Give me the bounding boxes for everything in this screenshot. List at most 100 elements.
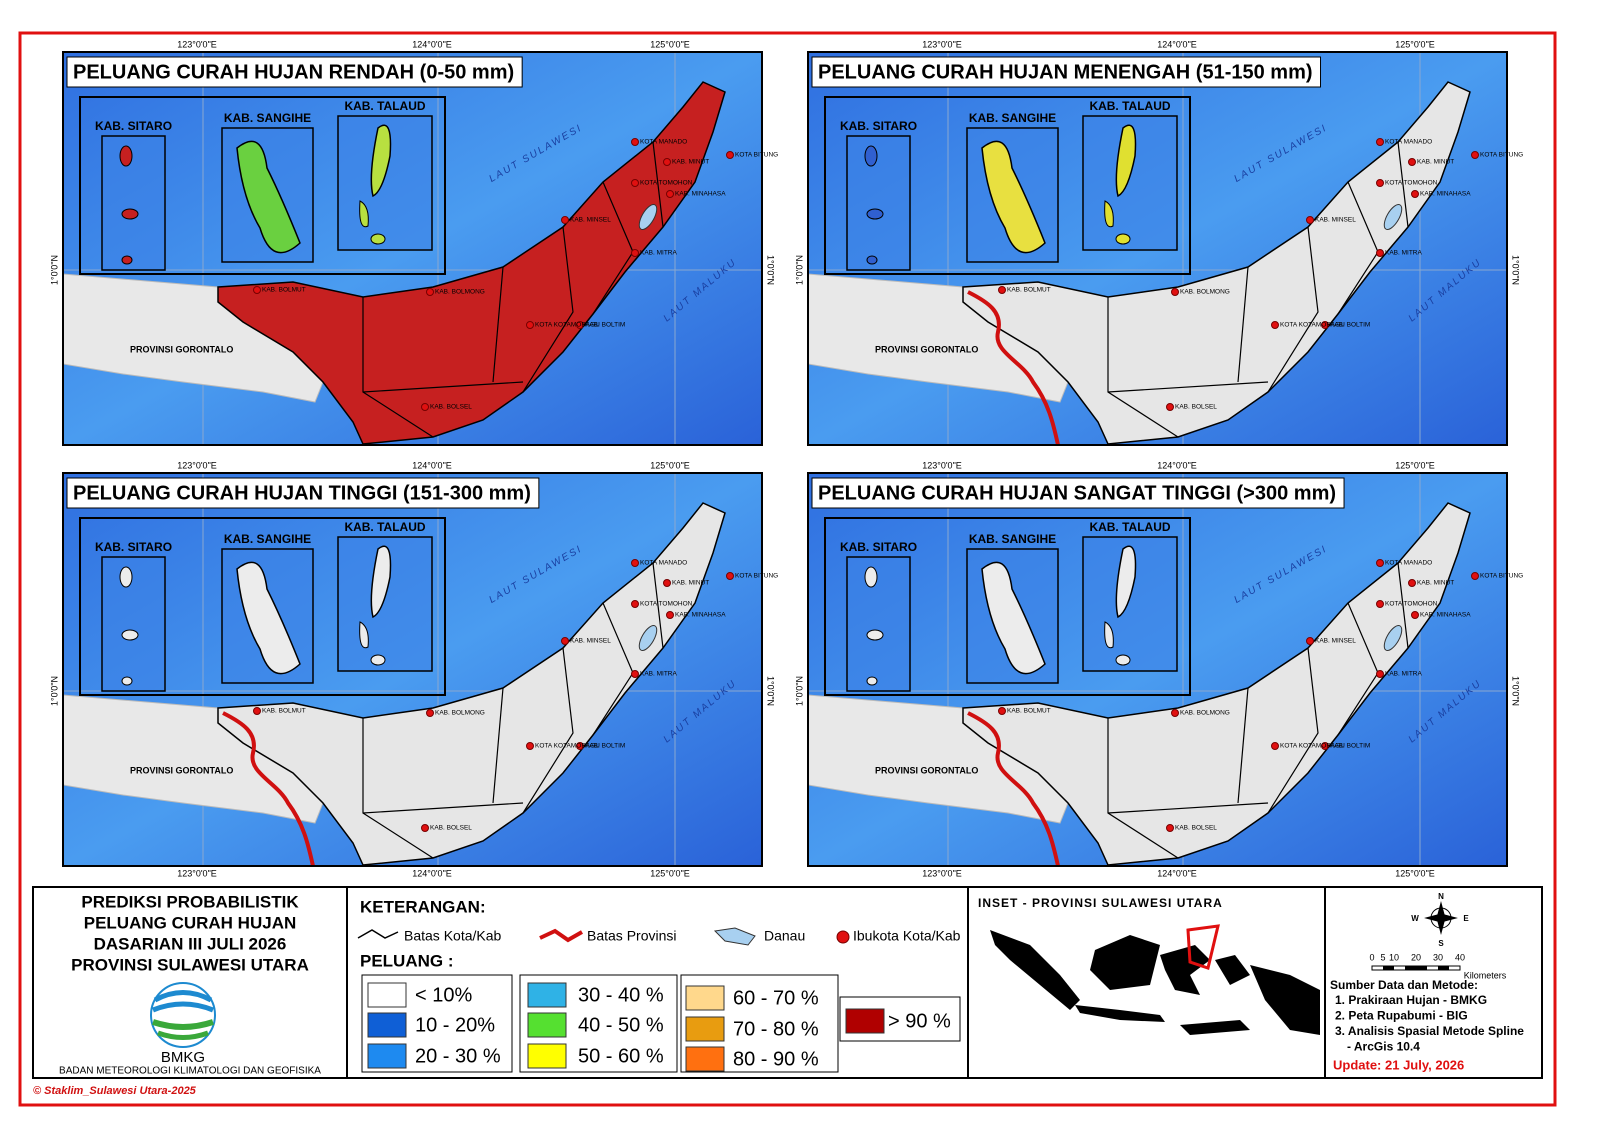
legend-swatch — [685, 1016, 725, 1042]
place-label: KAB. MINAHASA — [675, 612, 726, 619]
scale-bar — [1371, 965, 1461, 971]
district-border — [652, 141, 664, 228]
place-label: KAB. MINAHASA — [1420, 191, 1471, 198]
legend-label: > 90 % — [888, 1010, 951, 1032]
longitude-label: 125°0'0"E — [650, 868, 690, 878]
longitude-label: 124°0'0"E — [412, 39, 452, 49]
capital — [1271, 321, 1279, 329]
panel-frame — [62, 472, 763, 867]
map-panel: KOTA MANADO KAB. MINUT KOTA BITUNG KOTA TOM… — [62, 51, 778, 446]
island — [1115, 124, 1137, 198]
island — [864, 566, 878, 588]
footer-title: PELUANG CURAH HUJAN — [84, 913, 297, 932]
longitude-label: 123°0'0"E — [177, 868, 217, 878]
scale-label: Kilometers — [1464, 970, 1507, 980]
symbol-lake — [713, 927, 756, 946]
island — [119, 566, 133, 588]
island — [236, 140, 301, 254]
capital — [726, 572, 734, 580]
place-label: KAB. MINUT — [672, 159, 709, 166]
capital — [1376, 179, 1384, 187]
lake — [638, 204, 658, 230]
place-label: KOTA BITUNG — [1480, 573, 1523, 580]
capital — [631, 179, 639, 187]
longitude-label: 125°0'0"E — [650, 39, 690, 49]
legend-label: < 10% — [415, 984, 472, 1006]
place-label: KAB. BOLMUT — [1007, 287, 1051, 294]
capital — [631, 249, 639, 257]
place-label: KAB. MITRA — [640, 671, 678, 678]
district-border — [1107, 381, 1269, 393]
capital — [663, 579, 671, 587]
district-border — [522, 226, 574, 393]
capital — [1321, 321, 1329, 329]
legend-swatch — [367, 982, 407, 1008]
place-label: KAB. BOLTIM — [585, 743, 625, 750]
source-line: 1. Prakiraan Hujan - BMKG — [1335, 993, 1487, 1007]
capital — [561, 216, 569, 224]
legend-label: 10 - 20% — [415, 1014, 495, 1036]
symbol-line — [357, 929, 399, 939]
lake — [638, 625, 658, 651]
inset-box — [824, 96, 1191, 275]
place-label: KAB. MINSEL — [570, 638, 611, 645]
island — [370, 124, 392, 198]
place-label: KOTA KOTAMOBAGU — [535, 743, 600, 750]
district-border — [492, 687, 504, 804]
place-label: KAB. MINUT — [1417, 159, 1454, 166]
capital — [631, 138, 639, 146]
place-label: KAB. BOLMUT — [262, 708, 306, 715]
symbol-capital — [836, 930, 850, 944]
longitude-label: 123°0'0"E — [177, 39, 217, 49]
place-label: KAB. BOLSEL — [1175, 825, 1217, 832]
agency-name: BADAN METEOROLOGI KLIMATOLOGI DAN GEOFIS… — [59, 1066, 321, 1077]
capital — [631, 670, 639, 678]
inset-title: INSET - PROVINSI SULAWESI UTARA — [978, 896, 1223, 910]
place-label: KAB. BOLMONG — [1180, 710, 1230, 717]
capital — [1271, 742, 1279, 750]
capital — [1171, 709, 1179, 717]
legend-swatch — [685, 985, 725, 1011]
title-box — [811, 56, 1322, 88]
capital — [526, 321, 534, 329]
lake — [1383, 204, 1403, 230]
capital — [421, 403, 429, 411]
capital — [1411, 190, 1419, 198]
longitude-label: 124°0'0"E — [1157, 460, 1197, 470]
capital — [1376, 138, 1384, 146]
island — [121, 676, 133, 686]
legend-group — [519, 974, 678, 1073]
capital — [253, 707, 261, 715]
latitude-label: 1°0'0"N — [766, 676, 776, 706]
place-label: KAB. MINAHASA — [675, 191, 726, 198]
inset-title: KAB. TALAUD — [1089, 99, 1170, 113]
symbol-label: Batas Kota/Kab — [404, 928, 502, 944]
inset-title: KAB. SANGIHE — [224, 111, 311, 125]
inset-box — [79, 517, 446, 696]
footer-title: PROVINSI SULAWESI UTARA — [71, 955, 309, 974]
inset-title: KAB. SANGIHE — [969, 111, 1056, 125]
place-label: KAB. MINSEL — [570, 217, 611, 224]
island — [119, 145, 133, 167]
place-label: KOTA TOMOHON — [640, 601, 693, 608]
district-border — [1267, 226, 1319, 393]
capital — [426, 288, 434, 296]
place-label: PROVINSI GORONTALO — [130, 765, 233, 775]
capital — [1376, 600, 1384, 608]
island — [1115, 654, 1131, 666]
island — [236, 561, 301, 675]
place-label: KAB. MITRA — [640, 250, 678, 257]
source-line: 2. Peta Rupabumi - BIG — [1335, 1009, 1468, 1023]
title-box — [811, 477, 1345, 509]
scale-label: 10 — [1389, 952, 1399, 962]
island — [121, 208, 139, 220]
district-border — [492, 266, 504, 383]
sources-title: Sumber Data dan Metode: — [1330, 978, 1478, 992]
inset-box — [824, 517, 1191, 696]
footer-title: DASARIAN III JULI 2026 — [94, 934, 287, 953]
symbol-label: Danau — [764, 928, 805, 944]
legend-label: 20 - 30 % — [415, 1045, 501, 1067]
capital — [1376, 249, 1384, 257]
place-label: KAB. BOLTIM — [585, 322, 625, 329]
